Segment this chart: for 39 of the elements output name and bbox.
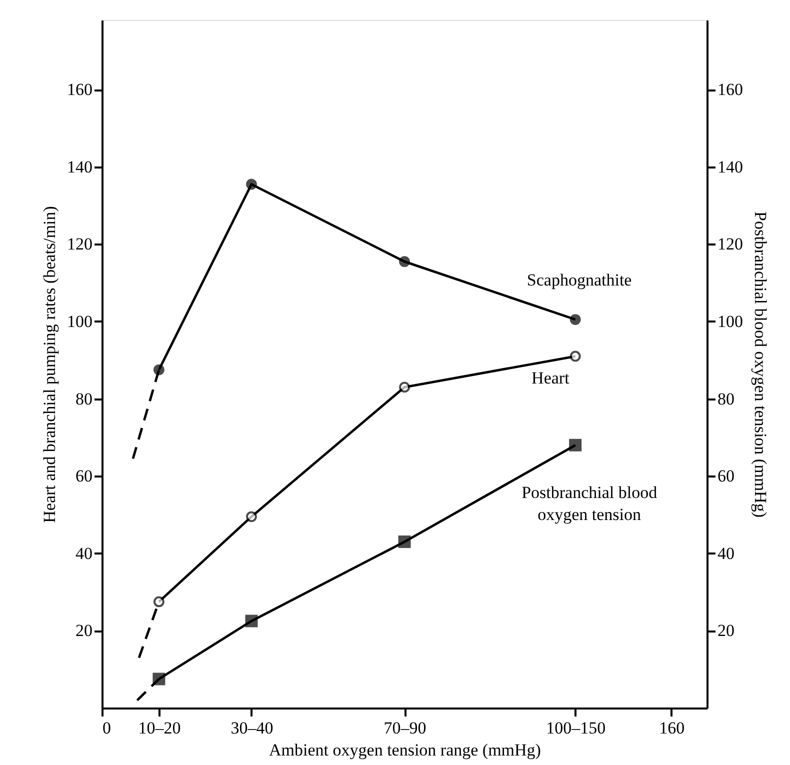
y-tick-label: 60 [76,466,92,486]
y-axis-title: Heart and branchial pumping rates (beats/min) [40,206,59,523]
y-tick-label: 80 [76,389,92,408]
point [246,511,257,522]
point [398,536,411,548]
y2-tick-label: 160 [718,80,743,100]
y2-tick-label: 60 [718,466,734,486]
x-tick-label: 160 [659,718,685,738]
point [245,614,258,628]
y-tick-label: 120 [67,234,92,254]
point [399,256,410,268]
y2-tick-label: 20 [718,621,734,640]
y2-tick-label: 120 [718,234,743,254]
x-tick-label: 30–40 [230,718,274,738]
series-label: Heart [532,368,570,388]
point [153,596,164,608]
x-tick-label: 10–20 [138,718,181,738]
y2-axis-title: Postbranchial blood oxygen tension (mmHg) [751,212,770,518]
x-axis-title: Ambient oxygen tension range (mmHg) [269,740,541,760]
x-tick-label: 70–90 [384,718,426,738]
y-tick-label: 160 [67,80,92,100]
y-tick-label: 40 [76,544,92,563]
y2-tick-label: 100 [718,312,743,331]
y-tick-label: 140 [67,157,92,176]
y-tick-label: 20 [76,621,92,640]
y2-tick-label: 80 [718,389,734,408]
series-label: Postbranchial blood oxygen tension [522,483,658,524]
point [399,382,410,393]
point [570,314,581,326]
point [570,350,581,362]
y-tick-label: 100 [67,312,92,331]
y2-tick-label: 140 [718,157,743,176]
point [246,178,257,190]
y2-tick-label: 40 [718,544,734,563]
series-label: Scaphognathite [526,270,632,290]
point [153,364,164,376]
x-tick-label: 100–150 [546,718,606,738]
point [569,438,582,452]
x-tick-label: 0 [102,718,111,738]
